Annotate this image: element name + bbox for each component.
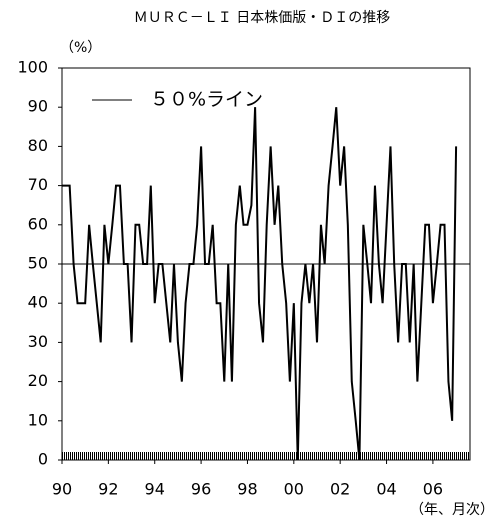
y-axis-label: （%）: [60, 40, 101, 56]
data-line: [62, 107, 458, 461]
y-tick-label: 50: [28, 254, 48, 273]
x-tick-label: 96: [191, 480, 211, 499]
x-tick-label: 94: [145, 480, 165, 499]
x-axis-label: （年、月次）: [410, 502, 494, 518]
chart-title: ＭＵＲＣ－ＬＩ 日本株価版・ＤＩの推移: [134, 10, 390, 26]
y-tick-label: 80: [28, 136, 48, 155]
y-tick-label: 70: [28, 175, 48, 194]
x-tick-label: 90: [52, 480, 72, 499]
x-tick-label: 04: [376, 480, 396, 499]
y-tick-label: 0: [38, 450, 48, 469]
y-tick-label: 90: [28, 97, 48, 116]
x-tick-label: 98: [237, 480, 257, 499]
y-tick-label: 60: [28, 214, 48, 233]
x-tick-label: 00: [284, 480, 304, 499]
y-tick-label: 20: [28, 371, 48, 390]
y-tick-label: 30: [28, 332, 48, 351]
y-tick-label: 10: [28, 410, 48, 429]
legend-label: ５０%ライン: [150, 89, 263, 111]
x-tick-label: 06: [423, 480, 443, 499]
minor-ticks: [62, 452, 470, 460]
x-tick-label: 92: [98, 480, 118, 499]
y-tick-label: 100: [17, 58, 48, 77]
x-tick-label: 02: [330, 480, 350, 499]
y-tick-label: 40: [28, 293, 48, 312]
